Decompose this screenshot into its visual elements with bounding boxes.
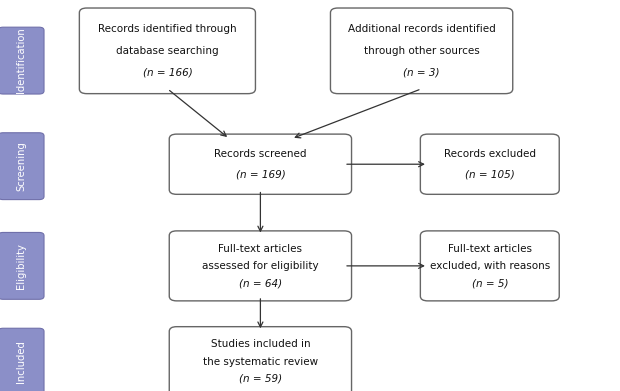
Text: assessed for eligibility: assessed for eligibility (202, 261, 319, 271)
Text: (n = 3): (n = 3) (404, 68, 440, 78)
FancyBboxPatch shape (0, 232, 44, 300)
FancyBboxPatch shape (169, 231, 352, 301)
Text: (n = 64): (n = 64) (239, 278, 282, 288)
FancyBboxPatch shape (330, 8, 513, 93)
Text: Eligibility: Eligibility (16, 243, 26, 289)
Text: Studies included in: Studies included in (211, 339, 310, 350)
FancyBboxPatch shape (420, 134, 559, 194)
Text: the systematic review: the systematic review (203, 357, 318, 367)
Text: (n = 169): (n = 169) (236, 169, 285, 179)
FancyBboxPatch shape (169, 327, 352, 391)
FancyBboxPatch shape (169, 134, 352, 194)
FancyBboxPatch shape (79, 8, 255, 93)
Text: (n = 166): (n = 166) (143, 68, 192, 78)
Text: Included: Included (16, 340, 26, 383)
Text: Additional records identified: Additional records identified (348, 24, 495, 34)
Text: Records identified through: Records identified through (98, 24, 237, 34)
Text: (n = 105): (n = 105) (465, 169, 515, 179)
FancyBboxPatch shape (0, 133, 44, 200)
FancyBboxPatch shape (0, 27, 44, 94)
Text: Records excluded: Records excluded (444, 149, 536, 159)
Text: through other sources: through other sources (364, 46, 479, 56)
Text: Screening: Screening (16, 141, 26, 191)
Text: (n = 59): (n = 59) (239, 374, 282, 384)
Text: Full-text articles: Full-text articles (218, 244, 303, 254)
Text: Identification: Identification (16, 28, 26, 93)
Text: Full-text articles: Full-text articles (448, 244, 532, 254)
Text: (n = 5): (n = 5) (472, 278, 508, 288)
Text: database searching: database searching (116, 46, 219, 56)
Text: Records screened: Records screened (214, 149, 307, 159)
FancyBboxPatch shape (420, 231, 559, 301)
Text: excluded, with reasons: excluded, with reasons (430, 261, 550, 271)
FancyBboxPatch shape (0, 328, 44, 391)
